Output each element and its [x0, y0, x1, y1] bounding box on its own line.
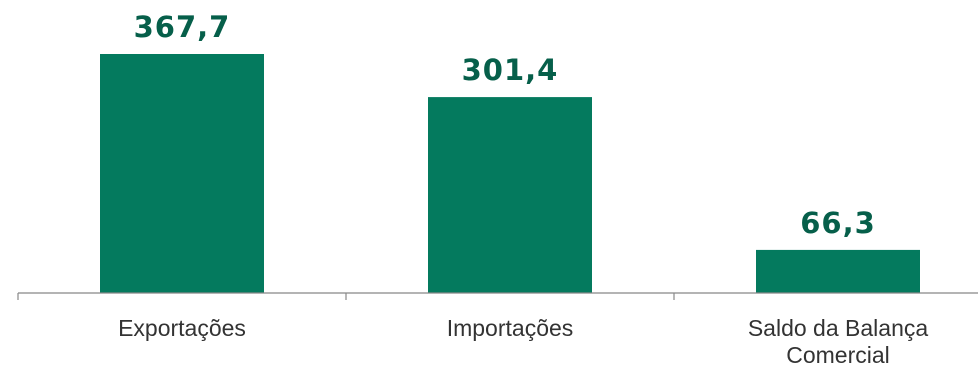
x-axis	[17, 292, 978, 300]
category-label-0: Exportações	[118, 315, 246, 341]
category-label-line: Comercial	[786, 342, 890, 368]
data-label-0: 367,7	[134, 10, 231, 44]
bar-1	[428, 97, 592, 293]
bars-layer	[100, 54, 920, 293]
category-label-line: Importações	[447, 315, 574, 341]
category-label-1: Importações	[447, 315, 574, 341]
category-label-line: Saldo da Balança	[748, 315, 929, 341]
data-label-2: 66,3	[800, 206, 876, 240]
bar-0	[100, 54, 264, 293]
data-label-1: 301,4	[462, 53, 559, 87]
category-label-2: Saldo da Balança Comercial	[748, 315, 929, 368]
category-label-line: Exportações	[118, 315, 246, 341]
category-labels-layer: Exportações Importações Saldo da Balança Co…	[118, 315, 928, 368]
value-labels-layer: 367,7 301,4 66,3	[134, 10, 876, 240]
bar-2	[756, 249, 920, 293]
